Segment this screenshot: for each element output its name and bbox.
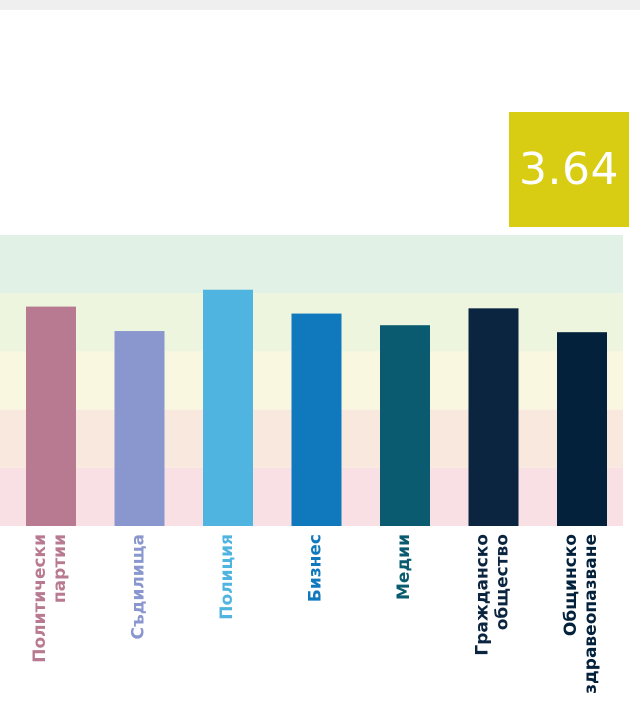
category-label-line: общество <box>493 534 513 630</box>
category-label-0: Политическипартии <box>30 534 70 663</box>
bar-6 <box>557 332 607 526</box>
bar-3 <box>291 313 342 526</box>
category-label-3: Бизнес <box>306 534 326 602</box>
category-label-line: партии <box>50 534 70 603</box>
category-label-line: Политически <box>30 534 50 663</box>
bar-1 <box>114 331 165 526</box>
category-label-5: Гражданскообщество <box>473 534 513 656</box>
category-label-1: Съдилища <box>129 534 149 640</box>
category-label-6: Общинскоздравеопазване <box>561 534 601 694</box>
score-band-4 <box>0 235 623 294</box>
category-label-4: Медии <box>394 534 414 600</box>
category-label-line: Съдилища <box>129 534 149 640</box>
score-value: 3.64 <box>519 144 619 195</box>
category-label-line: здравеопазване <box>581 534 601 694</box>
category-labels: Политическипартии Съдилища Полиция Бизнес Ме… <box>30 534 601 694</box>
bar-5 <box>468 308 519 526</box>
bar-4 <box>380 325 430 526</box>
bar-0 <box>26 306 76 526</box>
bars <box>26 289 607 526</box>
category-label-2: Полиция <box>217 534 237 620</box>
category-label-line: Полиция <box>217 534 237 620</box>
category-label-line: Медии <box>394 534 414 600</box>
category-label-line: Гражданско <box>473 534 493 656</box>
top-strip <box>0 0 640 10</box>
bar-2 <box>203 289 253 526</box>
category-label-line: Бизнес <box>306 534 326 602</box>
score-badge: 3.64 <box>509 112 629 227</box>
category-label-line: Общинско <box>561 534 581 636</box>
